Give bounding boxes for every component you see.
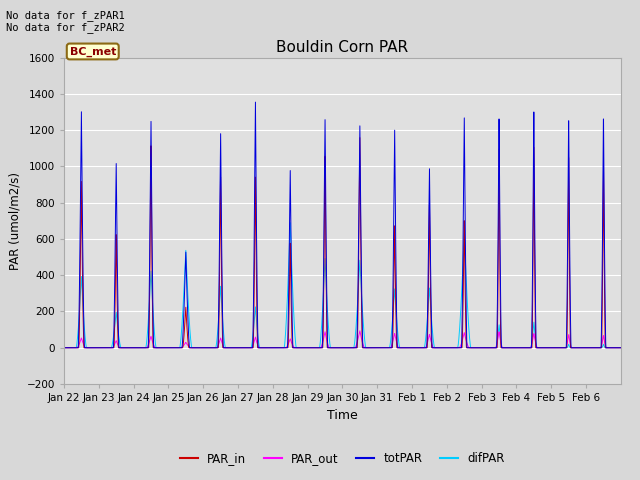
PAR_out	[537, 345, 545, 350]
totPAR	[393, 332, 401, 337]
PAR_in	[356, 135, 364, 141]
PAR_out	[60, 345, 68, 350]
totPAR	[617, 345, 625, 350]
Text: BC_met: BC_met	[70, 47, 116, 57]
difPAR	[364, 345, 371, 350]
Title: Bouldin Corn PAR: Bouldin Corn PAR	[276, 40, 408, 55]
PAR_out	[523, 345, 531, 350]
totPAR	[495, 133, 503, 139]
difPAR	[523, 345, 531, 350]
difPAR	[495, 324, 503, 329]
PAR_in	[393, 345, 401, 350]
difPAR	[617, 345, 625, 350]
PAR_out	[356, 328, 364, 334]
PAR_in	[537, 345, 545, 350]
Text: No data for f_zPAR1
No data for f_zPAR2: No data for f_zPAR1 No data for f_zPAR2	[6, 10, 125, 33]
Line: PAR_in: PAR_in	[64, 138, 621, 348]
PAR_out	[393, 341, 401, 347]
PAR_in	[495, 165, 503, 171]
totPAR	[175, 345, 183, 350]
PAR_out	[175, 345, 183, 350]
difPAR	[60, 345, 68, 350]
PAR_out	[495, 330, 503, 336]
totPAR	[60, 345, 68, 350]
PAR_in	[175, 345, 183, 350]
PAR_out	[364, 345, 371, 350]
PAR_out	[617, 345, 625, 350]
PAR_in	[617, 345, 625, 350]
totPAR	[523, 345, 531, 350]
Line: totPAR: totPAR	[64, 102, 621, 348]
difPAR	[175, 345, 183, 350]
totPAR	[364, 345, 371, 350]
difPAR	[286, 220, 294, 226]
Line: PAR_out: PAR_out	[64, 331, 621, 348]
Line: difPAR: difPAR	[64, 223, 621, 348]
PAR_in	[60, 345, 68, 350]
difPAR	[393, 321, 401, 326]
totPAR	[537, 345, 545, 350]
X-axis label: Time: Time	[327, 408, 358, 421]
Legend: PAR_in, PAR_out, totPAR, difPAR: PAR_in, PAR_out, totPAR, difPAR	[175, 447, 509, 469]
PAR_in	[523, 345, 531, 350]
difPAR	[537, 345, 545, 350]
Y-axis label: PAR (umol/m2/s): PAR (umol/m2/s)	[8, 172, 21, 270]
PAR_in	[364, 345, 371, 350]
totPAR	[252, 99, 259, 105]
